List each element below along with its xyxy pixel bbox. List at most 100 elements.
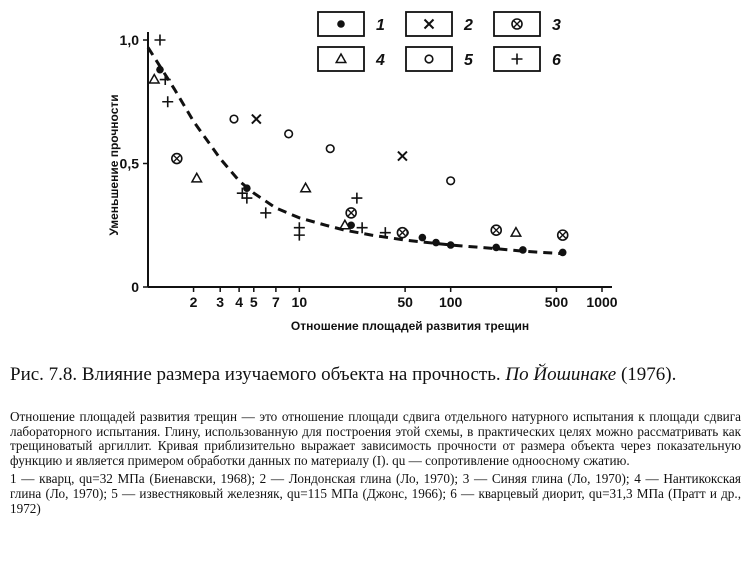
legend: 1 2 3 4 5 6 <box>317 11 561 72</box>
marker-shape <box>334 52 348 64</box>
marker-shape <box>241 192 253 204</box>
x-tick-label: 2 <box>190 294 198 310</box>
legend-entry-3: 3 <box>493 11 561 37</box>
marker-shape <box>325 144 335 154</box>
marker-shape <box>351 192 363 204</box>
legend-box <box>317 46 365 72</box>
marker-shape <box>338 218 351 230</box>
data-point-series-3 <box>556 229 569 241</box>
marker-shape <box>162 96 174 108</box>
legend-marker <box>511 18 523 30</box>
legend-marker <box>334 52 348 64</box>
caption-author: По Йошинаке <box>505 364 617 385</box>
figure-note: Отношение площадей развития трещин — это… <box>10 409 741 516</box>
note-paragraph: Отношение площадей развития трещин — это… <box>10 409 741 468</box>
marker-shape <box>236 187 248 199</box>
data-point-series-3 <box>490 224 503 236</box>
marker-shape <box>154 34 166 46</box>
data-point-series-2 <box>251 113 262 125</box>
legend-label: 1 <box>376 17 385 34</box>
data-points <box>148 34 569 257</box>
data-point-series-6 <box>293 229 305 241</box>
marker-shape <box>559 231 567 239</box>
marker-shape <box>251 113 262 125</box>
data-point-series-4 <box>148 72 161 84</box>
marker-shape <box>432 238 440 247</box>
data-point-series-5 <box>325 144 335 154</box>
x-tick-label: 1000 <box>586 294 617 310</box>
legend-entry-5: 5 <box>405 46 474 72</box>
marker-shape <box>159 74 171 86</box>
legend-marker <box>423 18 435 30</box>
marker-shape <box>293 229 305 241</box>
data-point-series-6 <box>159 74 171 86</box>
legend-entry-6: 6 <box>493 46 561 72</box>
marker-shape <box>446 176 456 186</box>
data-point-series-4 <box>338 218 351 230</box>
data-point-series-6 <box>260 207 272 219</box>
x-tick-label: 50 <box>397 294 413 310</box>
marker-shape <box>509 226 523 237</box>
data-point-series-1 <box>243 184 251 192</box>
x-tick-label: 100 <box>439 294 463 310</box>
y-axis-label: Уменьшение прочности <box>107 94 121 235</box>
marker-shape <box>492 243 501 252</box>
data-point-series-6 <box>351 192 363 204</box>
data-point-series-4 <box>190 171 203 183</box>
legend-label: 3 <box>552 17 561 34</box>
data-point-series-4 <box>509 226 523 237</box>
marker-shape <box>418 233 427 242</box>
marker-shape <box>299 181 312 193</box>
fit-curve <box>146 46 563 256</box>
data-point-series-3 <box>396 226 409 239</box>
marker-shape <box>173 155 181 163</box>
marker-shape <box>424 54 434 64</box>
marker-shape <box>337 20 345 28</box>
data-point-series-6 <box>236 187 248 199</box>
marker-shape <box>379 227 391 239</box>
marker-shape <box>243 184 251 192</box>
legend-label: 6 <box>552 52 561 69</box>
x-axis-ticks: 2 3 4 5 7 10 50 100 500 1000 <box>190 287 618 310</box>
x-tick-label: 10 <box>292 294 308 310</box>
data-point-series-6 <box>154 34 166 46</box>
note-legend-text: 1 — кварц, qu=32 МПа (Биенавски, 1968); … <box>10 471 741 516</box>
x-axis-label: Отношение площадей развития трещин <box>291 319 529 333</box>
data-point-series-6 <box>162 96 174 108</box>
x-tick-label: 500 <box>545 294 569 310</box>
caption-year: (1976). <box>620 364 677 385</box>
legend-marker <box>424 54 434 64</box>
marker-shape <box>190 171 203 183</box>
caption-prefix: Рис. 7.8. Влияние размера изучаемого объ… <box>10 364 501 385</box>
data-point-series-4 <box>299 181 312 193</box>
data-point-series-1 <box>432 238 440 247</box>
axes <box>147 32 612 288</box>
marker-shape <box>398 229 406 237</box>
marker-shape <box>156 65 164 74</box>
data-point-series-1 <box>156 65 164 74</box>
data-point-series-5 <box>446 176 456 186</box>
marker-shape <box>148 72 161 84</box>
data-point-series-5 <box>229 114 239 124</box>
legend-entry-2: 2 <box>405 11 473 37</box>
legend-marker <box>511 53 523 65</box>
y-tick-label: 1,0 <box>120 32 140 48</box>
marker-shape <box>446 241 455 249</box>
legend-entry-4: 4 <box>317 46 385 72</box>
legend-entry-1: 1 <box>317 11 385 37</box>
legend-marker <box>337 20 345 28</box>
data-point-series-1 <box>492 243 501 252</box>
data-point-series-3 <box>345 207 357 219</box>
legend-label: 5 <box>464 52 474 69</box>
y-tick-label: 0 <box>131 279 139 295</box>
marker-shape <box>397 150 408 162</box>
marker-shape <box>423 18 435 30</box>
figure-caption: Рис. 7.8. Влияние размера изучаемого объ… <box>10 364 741 386</box>
legend-label: 4 <box>375 52 385 69</box>
marker-shape <box>347 209 355 217</box>
marker-shape <box>229 114 239 124</box>
data-point-series-1 <box>558 248 567 257</box>
data-point-series-6 <box>241 192 253 204</box>
marker-shape <box>492 226 500 234</box>
data-point-series-5 <box>284 129 294 139</box>
